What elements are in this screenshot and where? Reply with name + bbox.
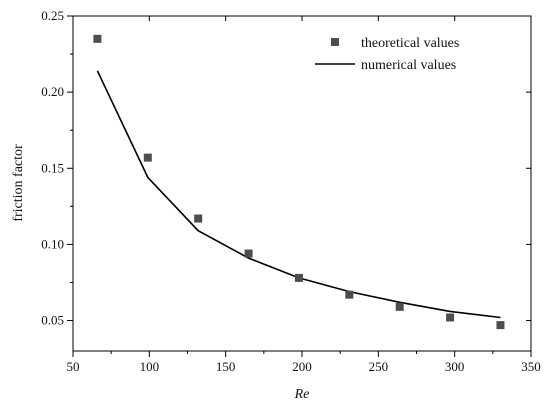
legend: theoretical values numerical values [315,36,459,73]
x-tick-label: 100 [140,359,160,374]
x-tick-label: 200 [292,359,312,374]
y-axis-title: friction factor [11,144,26,222]
theoretical-value-point [194,214,203,223]
theoretical-value-point [345,290,354,299]
theoretical-value-point [395,302,404,311]
y-tick-label: 0.15 [41,160,64,175]
x-tick-label: 50 [67,359,80,374]
x-tick-label: 150 [216,359,236,374]
y-tick-label: 0.20 [41,84,64,99]
theoretical-value-point [446,313,455,322]
legend-label-theoretical: theoretical values [361,36,459,51]
x-axis-title: Re [294,387,310,402]
theoretical-value-point [93,34,102,43]
theoretical-value-point [496,321,505,330]
theoretical-value-point [294,273,303,282]
theoretical-value-point [143,153,152,162]
y-tick-label: 0.25 [41,8,64,23]
x-tick-label: 300 [445,359,465,374]
series-layer [93,34,505,330]
x-tick-label: 250 [369,359,389,374]
x-tick-label: 350 [521,359,541,374]
y-tick-label: 0.10 [41,236,64,251]
legend-marker-theoretical [331,38,339,46]
axis-ticks: 50 100 150 200 250 300 350 0.05 0.10 0.15 0.20 0.25 [41,8,541,374]
plot-frame [72,15,532,352]
theoretical-value-point [244,249,253,258]
y-tick-label: 0.05 [41,313,64,328]
legend-label-numerical: numerical values [361,58,456,73]
